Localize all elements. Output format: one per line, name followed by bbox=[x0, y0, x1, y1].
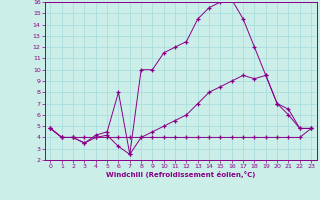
X-axis label: Windchill (Refroidissement éolien,°C): Windchill (Refroidissement éolien,°C) bbox=[106, 171, 255, 178]
